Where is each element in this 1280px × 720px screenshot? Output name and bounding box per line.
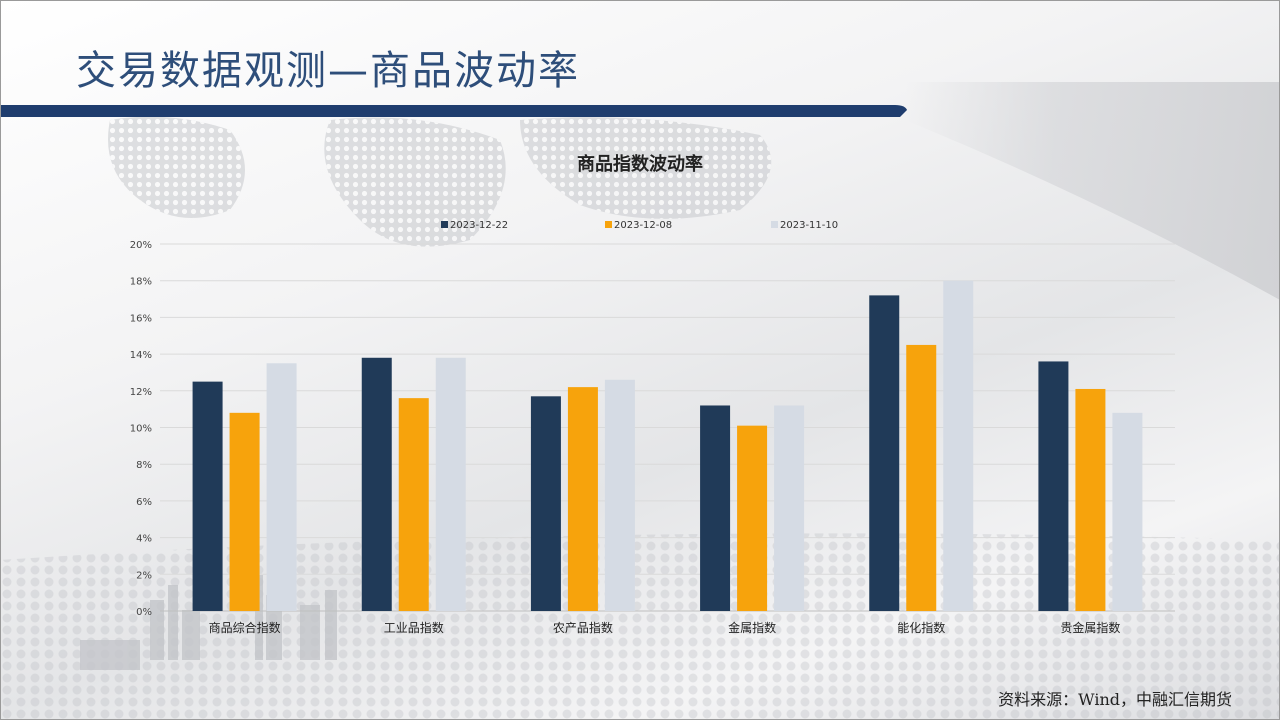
- bar: [530, 396, 561, 611]
- legend-swatch: [771, 221, 778, 228]
- y-tick-label: 0%: [136, 607, 152, 618]
- bar: [906, 344, 937, 611]
- bar: [361, 357, 392, 611]
- y-tick-label: 10%: [130, 424, 152, 435]
- bars: [192, 280, 1143, 611]
- x-category-label: 工业品指数: [384, 620, 444, 635]
- x-axis-labels: 商品综合指数 工业品指数 农产品指数 金属指数 能化指数 贵金属指数: [209, 620, 1121, 635]
- y-tick-label: 14%: [130, 350, 152, 361]
- legend-label: 2023-11-10: [780, 220, 838, 231]
- chart-title: 商品指数波动率: [577, 153, 703, 175]
- bar: [700, 405, 731, 611]
- y-tick-label: 8%: [136, 460, 152, 471]
- gridlines: [160, 243, 1175, 612]
- x-category-label: 能化指数: [897, 620, 945, 635]
- legend-label: 2023-12-22: [450, 220, 508, 231]
- y-tick-label: 20%: [130, 240, 152, 251]
- legend-swatch: [441, 221, 448, 228]
- y-tick-label: 6%: [136, 497, 152, 508]
- slide-title: 交易数据观测—商品波动率: [76, 48, 580, 94]
- title-banner-stripe: [0, 105, 907, 117]
- data-source-note: 资料来源：Wind，中融汇信期货: [998, 690, 1232, 709]
- y-tick-label: 16%: [130, 313, 152, 324]
- bar: [229, 412, 260, 611]
- legend-label: 2023-12-08: [614, 220, 672, 231]
- legend-swatch: [605, 221, 612, 228]
- x-category-label: 农产品指数: [553, 620, 613, 635]
- y-tick-label: 18%: [130, 277, 152, 288]
- world-map-decoration: [108, 116, 772, 247]
- bar: [1112, 412, 1143, 611]
- x-category-label: 贵金属指数: [1060, 620, 1120, 635]
- x-category-label: 商品综合指数: [209, 620, 281, 635]
- bar: [1075, 388, 1106, 611]
- x-category-label: 金属指数: [728, 620, 776, 635]
- bar: [192, 381, 223, 611]
- bar: [737, 425, 768, 611]
- bar: [943, 280, 974, 611]
- bar: [869, 295, 900, 611]
- y-tick-label: 2%: [136, 570, 152, 581]
- y-tick-label: 4%: [136, 534, 152, 545]
- bar: [774, 405, 805, 611]
- bar: [398, 398, 429, 611]
- bar: [435, 357, 466, 611]
- bar: [266, 363, 297, 611]
- header-grey-panel: [905, 82, 1280, 300]
- bar: [604, 379, 635, 611]
- y-axis-ticks: 0% 2% 4% 6% 8% 10% 12% 14% 16% 18% 20%: [130, 240, 152, 618]
- y-tick-label: 12%: [130, 387, 152, 398]
- bar: [1038, 361, 1069, 611]
- bar: [567, 387, 598, 611]
- legend: 2023-12-22 2023-12-08 2023-11-10: [441, 220, 838, 231]
